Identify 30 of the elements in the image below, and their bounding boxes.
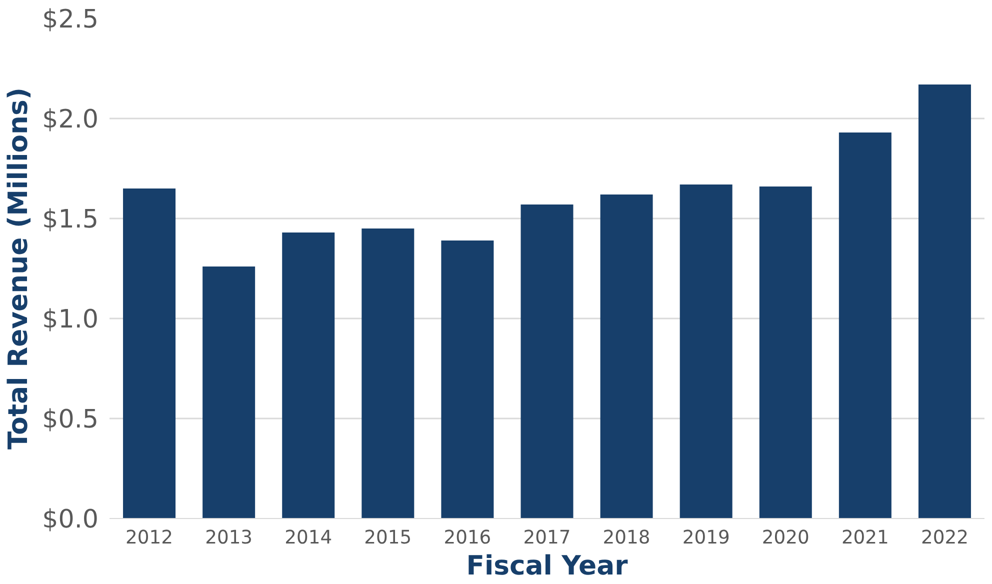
x-tick-label: 2014 [284, 528, 332, 548]
bar [282, 232, 335, 518]
bar [123, 188, 176, 518]
y-axis-title: Total Revenue (Millions) [3, 87, 34, 450]
x-tick-label: 2022 [920, 528, 968, 548]
bar [759, 186, 812, 518]
x-axis-title: Fiscal Year [466, 550, 629, 582]
x-tick-label: 2016 [444, 528, 492, 548]
x-tick-label: 2019 [682, 528, 730, 548]
x-tick-label: 2021 [841, 528, 889, 548]
bar [838, 132, 892, 518]
y-tick-label: $1.0 [42, 304, 99, 334]
y-tick-label: $2.5 [42, 4, 99, 34]
x-tick-label: 2013 [205, 528, 253, 548]
bar [520, 204, 574, 518]
x-tick-label: 2020 [762, 528, 810, 548]
bar [441, 240, 494, 518]
bar [918, 84, 971, 518]
bar [362, 228, 414, 518]
y-tick-label: $0.0 [42, 504, 99, 534]
bar [600, 194, 653, 518]
x-tick-label: 2012 [126, 528, 174, 548]
y-tick-label: $1.5 [42, 204, 99, 234]
x-tick-label: 2018 [602, 528, 650, 548]
y-tick-label: $2.0 [42, 104, 99, 134]
x-tick-label: 2017 [523, 528, 571, 548]
y-tick-label: $0.5 [42, 404, 99, 434]
x-tick-label: 2015 [364, 528, 412, 548]
bar [680, 184, 732, 518]
bar [202, 266, 256, 518]
